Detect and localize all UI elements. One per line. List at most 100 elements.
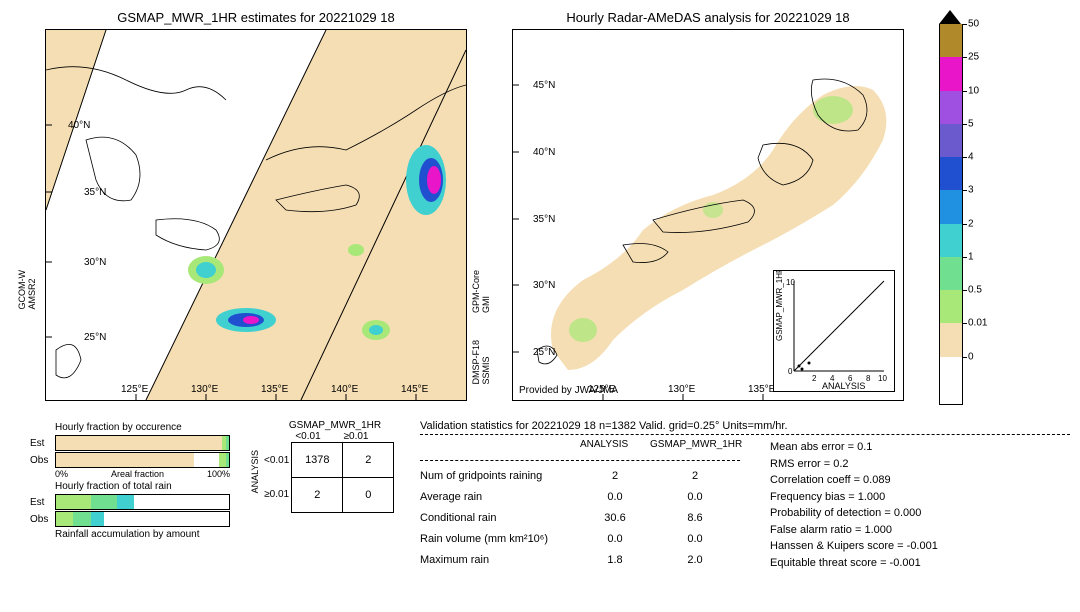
colorbar-segment (940, 190, 962, 223)
fraction-bar-row: Est (30, 435, 230, 451)
left-sat-label-2: GPM-CoreGMI (471, 270, 491, 313)
svg-text:25°N: 25°N (533, 347, 555, 358)
svg-text:35°N: 35°N (533, 214, 555, 225)
fraction-panel: Hourly fraction by occurence Est Obs 0% A… (30, 420, 230, 542)
stats-row-a: 30.6 (580, 512, 650, 529)
colorbar-panel: 502510543210.50.010 (919, 10, 963, 405)
svg-text:25°N: 25°N (84, 332, 106, 343)
right-map-panel: Hourly Radar-AMeDAS analysis for 2022102… (512, 10, 904, 405)
svg-text:40°N: 40°N (68, 120, 90, 131)
stats-row-b: 0.0 (650, 491, 740, 508)
fraction-row-label: Est (30, 438, 55, 449)
colorbar-tick: 2 (968, 218, 974, 229)
svg-text:40°N: 40°N (533, 147, 555, 158)
svg-text:130°E: 130°E (191, 384, 219, 395)
stats-right-list: Mean abs error = 0.1RMS error = 0.2Corre… (770, 439, 938, 571)
colorbar-tick: 5 (968, 118, 974, 129)
fraction-row-label: Obs (30, 514, 55, 525)
colorbar-tick: 25 (968, 52, 979, 63)
stats-row-a: 0.0 (580, 491, 650, 508)
accum-title: Rainfall accumulation by amount (55, 529, 230, 540)
stats-metric: RMS error = 0.2 (770, 456, 938, 473)
svg-text:10: 10 (786, 278, 795, 287)
svg-text:30°N: 30°N (84, 257, 106, 268)
colorbar-segment (940, 290, 962, 323)
svg-text:125°E: 125°E (121, 384, 149, 395)
right-map-title: Hourly Radar-AMeDAS analysis for 2022102… (512, 10, 904, 25)
svg-text:130°E: 130°E (668, 384, 696, 395)
svg-text:30°N: 30°N (533, 280, 555, 291)
stats-metric: False alarm ratio = 1.000 (770, 522, 938, 539)
contingency-row-label: ANALYSIS (250, 450, 260, 493)
left-map-title: GSMAP_MWR_1HR estimates for 20221029 18 (45, 10, 467, 25)
stats-row-a: 2 (580, 470, 650, 487)
fraction-bar-row: Est (30, 494, 230, 510)
stats-metric: Hanssen & Kuipers score = -0.001 (770, 538, 938, 555)
stats-metric: Equitable threat score = -0.001 (770, 555, 938, 572)
stats-row-a: 0.0 (580, 533, 650, 550)
colorbar-segment (940, 24, 962, 57)
stats-metric: Probability of detection = 0.000 (770, 505, 938, 522)
contingency-panel: GSMAP_MWR_1HR ANALYSIS <0.01 ≥0.01 <0.01… (250, 420, 400, 513)
left-map-svg: 40°N 35°N 30°N 25°N 125°E 130°E 135°E 14… (46, 30, 466, 400)
stats-row-label: Num of gridpoints raining (420, 470, 580, 487)
fraction-bar (55, 435, 230, 451)
left-map-panel: GSMAP_MWR_1HR estimates for 20221029 18 (45, 10, 467, 405)
svg-text:10: 10 (878, 374, 887, 383)
contingency-title: GSMAP_MWR_1HR (270, 420, 400, 431)
occurrence-title: Hourly fraction by occurence (55, 422, 230, 433)
colorbar-segment (940, 323, 962, 356)
fraction-row-label: Est (30, 497, 55, 508)
main-maps-row: GSMAP_MWR_1HR estimates for 20221029 18 (10, 10, 1070, 405)
colorbar-tick: 1 (968, 251, 974, 262)
colorbar-tick: 3 (968, 185, 974, 196)
svg-text:8: 8 (866, 374, 871, 383)
right-map: 45°N 40°N 35°N 30°N 25°N 125°E 130°E 135… (512, 29, 904, 401)
colorbar-tick: 0.5 (968, 285, 982, 296)
colorbar-segment (940, 91, 962, 124)
svg-text:45°N: 45°N (533, 80, 555, 91)
stats-metric: Correlation coeff = 0.089 (770, 472, 938, 489)
colorbar-segment (940, 257, 962, 290)
total-title: Hourly fraction of total rain (55, 481, 230, 492)
scatter-ylabel: GSMAP_MWR_1HR (775, 271, 784, 341)
colorbar-segment (940, 357, 962, 390)
stats-row-label: Rain volume (mm km²10⁶) (420, 533, 580, 550)
fraction-bar (55, 452, 230, 468)
svg-text:35°N: 35°N (84, 187, 106, 198)
stats-row-b: 8.6 (650, 512, 740, 529)
colorbar-tick: 10 (968, 85, 979, 96)
svg-text:135°E: 135°E (748, 384, 776, 395)
fraction-bar (55, 511, 230, 527)
stats-metric: Mean abs error = 0.1 (770, 439, 938, 456)
colorbar-segment (940, 157, 962, 190)
bottom-row: Hourly fraction by occurence Est Obs 0% A… (10, 420, 1070, 571)
contingency-table: 13782 20 (291, 442, 394, 513)
svg-text:140°E: 140°E (331, 384, 359, 395)
fraction-bar-row: Obs (30, 452, 230, 468)
colorbar-segment (940, 224, 962, 257)
left-sat-label-1: GCOM-WAMSR2 (17, 270, 37, 310)
provided-label: Provided by JWA/JMA (519, 385, 618, 396)
colorbar-tick: 4 (968, 152, 974, 163)
stats-row-a: 1.8 (580, 554, 650, 571)
fraction-row-label: Obs (30, 455, 55, 466)
colorbar-segment (940, 124, 962, 157)
fraction-axis: 0% Areal fraction 100% (55, 469, 230, 479)
svg-text:145°E: 145°E (401, 384, 429, 395)
stats-row-label: Average rain (420, 491, 580, 508)
colorbar-tick: 50 (968, 19, 979, 30)
svg-text:2: 2 (812, 374, 817, 383)
left-sat-label-3: DMSP-F18SSMIS (471, 340, 491, 385)
stats-left-table: ANALYSIS GSMAP_MWR_1HR Num of gridpoints… (420, 439, 740, 571)
fraction-bar (55, 494, 230, 510)
scatter-inset: 10 0 2 4 6 8 10 ANALYSIS GSMAP_MWR_1HR (773, 270, 895, 392)
fraction-bar-row: Obs (30, 511, 230, 527)
stats-row-b: 0.0 (650, 533, 740, 550)
stats-row-b: 2 (650, 470, 740, 487)
svg-text:135°E: 135°E (261, 384, 289, 395)
left-map: 40°N 35°N 30°N 25°N 125°E 130°E 135°E 14… (45, 29, 467, 401)
stats-row-b: 2.0 (650, 554, 740, 571)
stats-row-label: Maximum rain (420, 554, 580, 571)
colorbar-tick: 0.01 (968, 318, 987, 329)
